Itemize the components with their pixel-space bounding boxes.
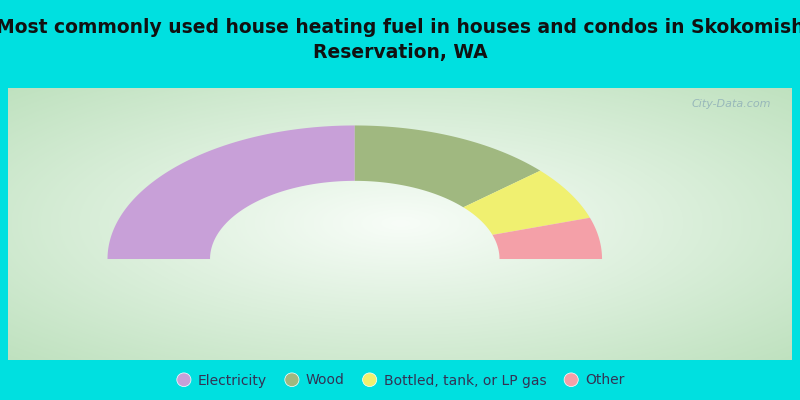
Polygon shape <box>107 126 354 259</box>
Polygon shape <box>354 126 540 207</box>
Legend: Electricity, Wood, Bottled, tank, or LP gas, Other: Electricity, Wood, Bottled, tank, or LP … <box>170 368 630 393</box>
Polygon shape <box>493 218 602 259</box>
Text: Most commonly used house heating fuel in houses and condos in Skokomish
Reservat: Most commonly used house heating fuel in… <box>0 18 800 62</box>
Polygon shape <box>463 171 590 235</box>
Text: City-Data.com: City-Data.com <box>691 100 771 110</box>
